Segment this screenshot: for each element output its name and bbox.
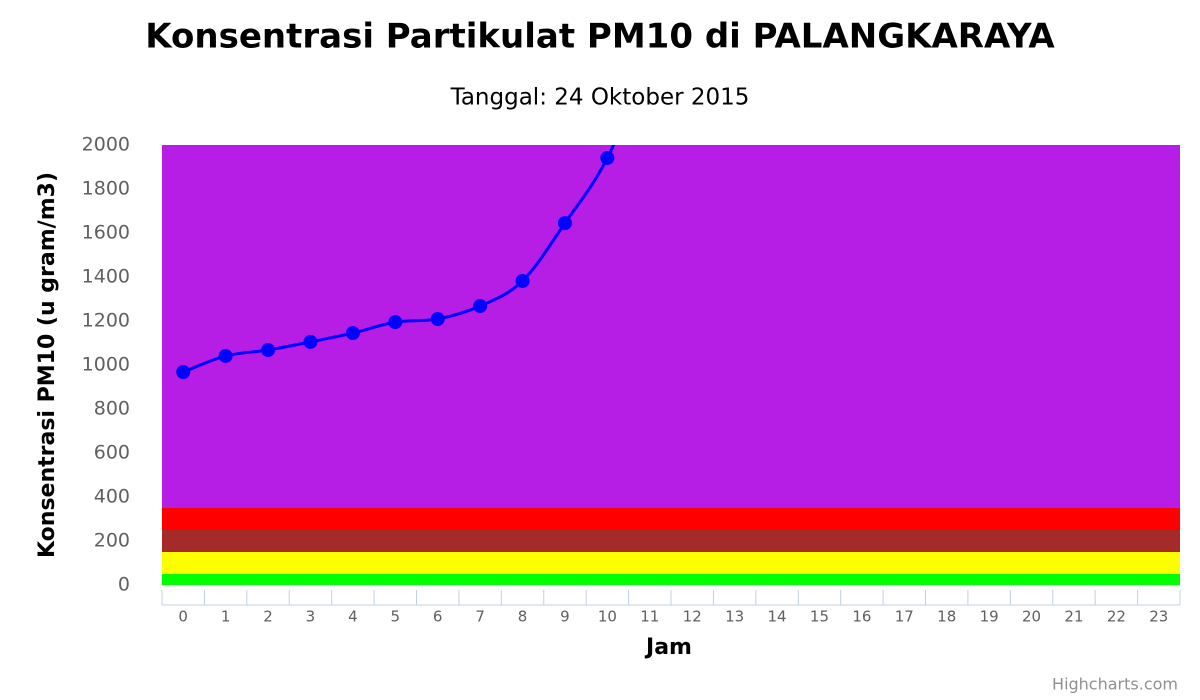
- chart-subtitle: Tanggal: 24 Oktober 2015: [450, 85, 750, 111]
- x-tick-label: 9: [560, 608, 570, 626]
- marker: [218, 348, 233, 363]
- credits: Highcharts.com: [1052, 675, 1178, 694]
- y-tick-label: 1800: [82, 178, 130, 200]
- y-tick-label: 400: [94, 486, 130, 508]
- x-tick-label: 17: [895, 608, 914, 626]
- plot-band: [162, 145, 1180, 508]
- x-tick-label: 7: [475, 608, 485, 626]
- marker: [515, 273, 530, 288]
- y-tick-label: 800: [94, 398, 130, 420]
- plot-band: [162, 552, 1180, 574]
- y-tick-label: 1000: [82, 354, 130, 376]
- y-axis-label: Konsentrasi PM10 (u gram/m3): [35, 172, 60, 558]
- y-tick-label: 0: [118, 574, 130, 596]
- marker: [557, 216, 572, 231]
- marker: [303, 334, 318, 349]
- x-tick-label: 3: [306, 608, 316, 626]
- chart-title: Konsentrasi Partikulat PM10 di PALANGKAR…: [145, 17, 1055, 57]
- x-tick-label: 6: [433, 608, 443, 626]
- x-tick-label: 0: [178, 608, 188, 626]
- y-tick-label: 1400: [82, 266, 130, 288]
- plot-band: [162, 574, 1180, 585]
- x-tick-label: 1: [221, 608, 231, 626]
- x-tick-label: 19: [980, 608, 999, 626]
- y-tick-label: 1200: [82, 310, 130, 332]
- x-axis-label: Jam: [644, 635, 692, 660]
- x-tick-label: 5: [391, 608, 401, 626]
- x-tick-label: 2: [263, 608, 273, 626]
- x-tick-label: 22: [1107, 608, 1126, 626]
- marker: [388, 315, 403, 330]
- x-tick-label: 20: [1022, 608, 1041, 626]
- y-tick-label: 600: [94, 442, 130, 464]
- y-tick-label: 2000: [82, 134, 130, 156]
- x-tick-label: 15: [810, 608, 829, 626]
- plot-band: [162, 508, 1180, 530]
- x-tick-label: 21: [1064, 608, 1083, 626]
- x-tick-label: 13: [725, 608, 744, 626]
- plot-band: [162, 530, 1180, 552]
- x-tick-label: 16: [852, 608, 871, 626]
- x-tick-label: 11: [640, 608, 659, 626]
- x-tick-label: 4: [348, 608, 358, 626]
- bands: [162, 145, 1180, 585]
- marker: [430, 312, 445, 327]
- x-tick-label: 18: [937, 608, 956, 626]
- y-tick-label: 200: [94, 530, 130, 552]
- marker: [176, 365, 191, 380]
- x-tick-label: 14: [767, 608, 786, 626]
- marker: [473, 299, 488, 314]
- x-tick-label: 23: [1149, 608, 1168, 626]
- marker: [345, 326, 360, 341]
- y-tick-label: 1600: [82, 222, 130, 244]
- x-tick-label: 12: [683, 608, 702, 626]
- x-tick-label: 8: [518, 608, 528, 626]
- marker: [261, 343, 276, 358]
- plot: [176, 145, 616, 380]
- x-tick-label: 10: [598, 608, 617, 626]
- marker: [600, 150, 615, 165]
